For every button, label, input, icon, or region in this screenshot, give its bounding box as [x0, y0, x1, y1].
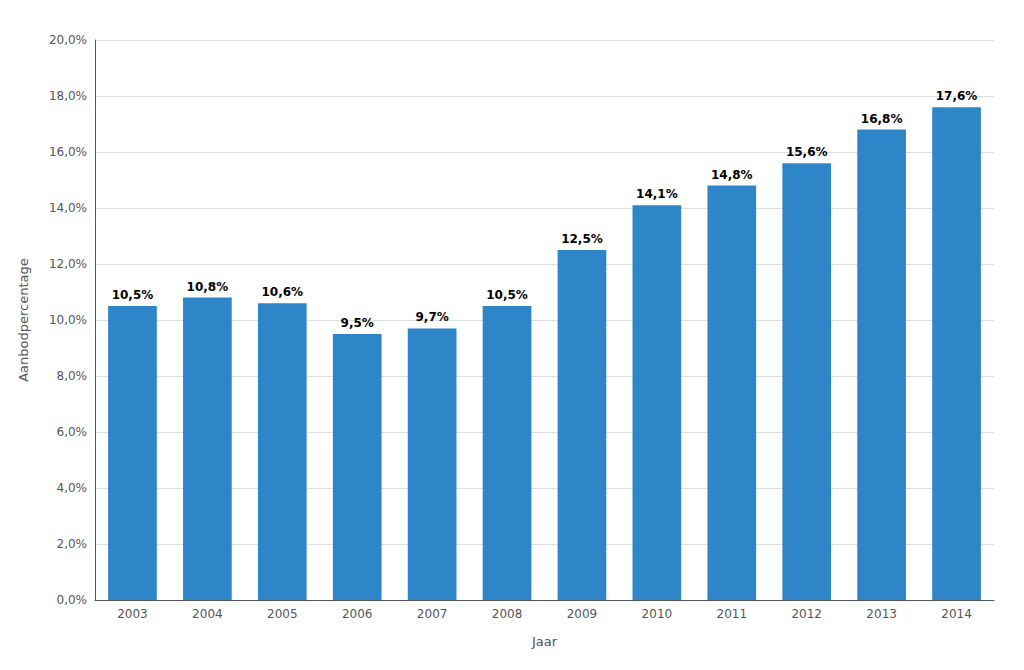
svg-text:16,0%: 16,0% [49, 145, 87, 159]
svg-text:16,8%: 16,8% [861, 112, 903, 126]
svg-text:2014: 2014 [941, 607, 972, 621]
svg-text:10,5%: 10,5% [486, 288, 528, 302]
svg-text:6,0%: 6,0% [57, 425, 88, 439]
svg-text:2005: 2005 [267, 607, 298, 621]
svg-text:17,6%: 17,6% [936, 89, 978, 103]
svg-text:2008: 2008 [492, 607, 523, 621]
svg-text:10,6%: 10,6% [261, 285, 303, 299]
svg-text:2010: 2010 [642, 607, 673, 621]
svg-text:12,0%: 12,0% [49, 257, 87, 271]
svg-text:10,0%: 10,0% [49, 313, 87, 327]
svg-text:9,7%: 9,7% [415, 310, 448, 324]
svg-text:2013: 2013 [866, 607, 897, 621]
svg-text:12,5%: 12,5% [561, 232, 603, 246]
svg-text:2006: 2006 [342, 607, 373, 621]
svg-text:14,0%: 14,0% [49, 201, 87, 215]
svg-text:20,0%: 20,0% [49, 33, 87, 47]
svg-text:0,0%: 0,0% [57, 593, 88, 607]
svg-text:2007: 2007 [417, 607, 448, 621]
svg-text:2,0%: 2,0% [57, 537, 88, 551]
svg-text:Jaar: Jaar [531, 634, 558, 649]
svg-text:2012: 2012 [791, 607, 822, 621]
svg-text:2004: 2004 [192, 607, 223, 621]
svg-text:2011: 2011 [717, 607, 748, 621]
svg-text:2009: 2009 [567, 607, 598, 621]
svg-text:4,0%: 4,0% [57, 481, 88, 495]
svg-text:Aanbodpercentage: Aanbodpercentage [16, 258, 31, 382]
svg-text:2003: 2003 [117, 607, 148, 621]
svg-text:14,1%: 14,1% [636, 187, 678, 201]
svg-text:8,0%: 8,0% [57, 369, 88, 383]
svg-text:14,8%: 14,8% [711, 168, 753, 182]
svg-text:10,8%: 10,8% [187, 280, 229, 294]
svg-text:10,5%: 10,5% [112, 288, 154, 302]
svg-text:18,0%: 18,0% [49, 89, 87, 103]
svg-text:15,6%: 15,6% [786, 145, 828, 159]
svg-text:9,5%: 9,5% [341, 316, 374, 330]
